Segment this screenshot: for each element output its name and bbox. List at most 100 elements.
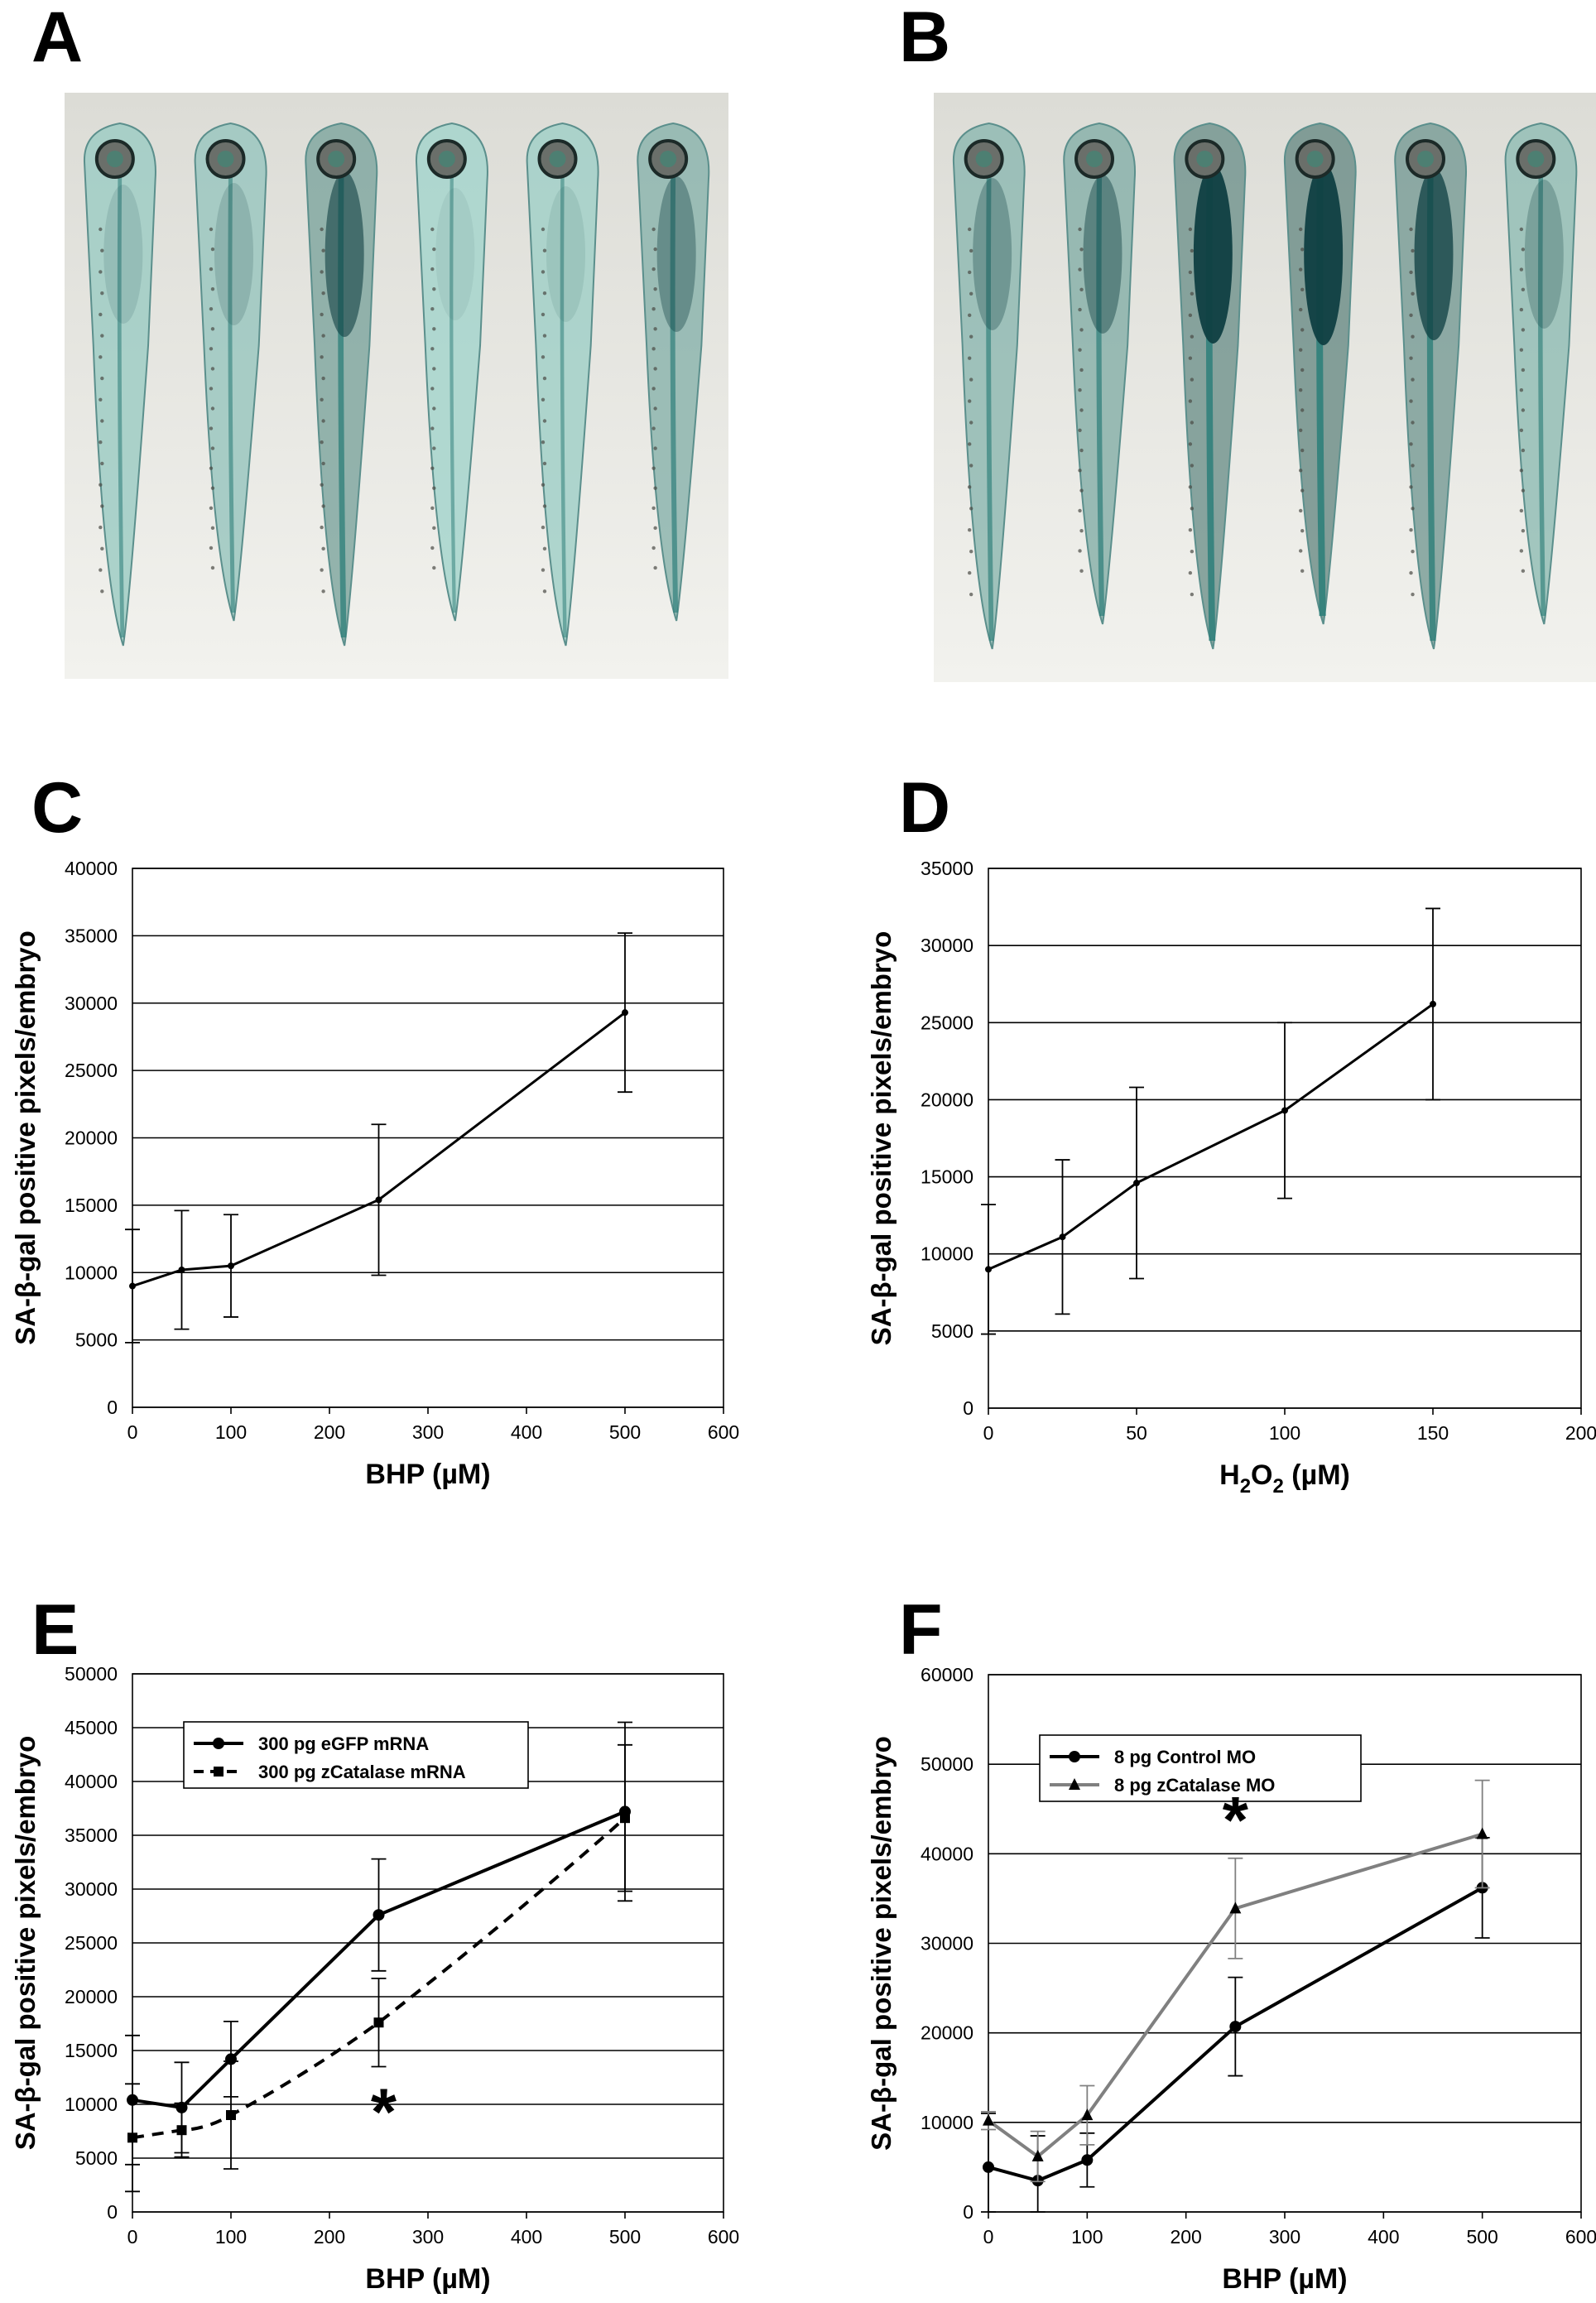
x-tick-label: 0 — [983, 1422, 994, 1444]
y-tick-label: 5000 — [931, 1320, 973, 1342]
y-tick-label: 50000 — [921, 1753, 973, 1775]
photo-background — [934, 93, 1596, 682]
x-tick-label: 300 — [412, 2226, 444, 2248]
data-point — [620, 1813, 630, 1824]
x-tick-label: 600 — [708, 2226, 739, 2248]
y-tick-label: 60000 — [921, 1664, 973, 1685]
y-tick-label: 35000 — [65, 1825, 118, 1846]
y-tick-label: 5000 — [75, 1329, 118, 1351]
x-tick-label: 100 — [1269, 1422, 1300, 1444]
data-point — [127, 2132, 137, 2143]
legend-box — [1039, 1734, 1362, 1802]
y-tick-label: 20000 — [921, 2022, 973, 2044]
y-tick-label: 20000 — [921, 1089, 973, 1110]
larva — [1504, 122, 1578, 625]
y-tick-label: 40000 — [65, 858, 118, 879]
data-point — [178, 1266, 185, 1273]
x-tick-label: 200 — [1170, 2226, 1201, 2248]
panel-label-b: B — [899, 0, 951, 77]
x-axis-label: H2O2 (µM) — [1219, 1459, 1350, 1498]
y-tick-label: 15000 — [921, 1166, 973, 1188]
series-2 — [125, 1743, 632, 2193]
x-tick-label: 0 — [127, 1421, 138, 1443]
x-tick-label: 400 — [1368, 2226, 1399, 2248]
y-tick-label: 35000 — [65, 925, 118, 946]
y-tick-label: 25000 — [921, 1012, 973, 1033]
chart-d: 0 5000 10000 15000 20000 25000 30000 35000 0 50 10… — [866, 858, 1596, 1498]
panel-label-a: A — [31, 0, 84, 77]
x-axis-label: BHP (µM) — [365, 1459, 490, 1490]
larvae-photo-b — [934, 93, 1596, 682]
larva — [305, 122, 378, 647]
legend-marker — [1069, 1778, 1080, 1790]
larva — [84, 122, 156, 647]
y-tick-label: 45000 — [65, 1717, 118, 1738]
x-tick-label: 100 — [215, 1421, 247, 1443]
data-point — [1133, 1180, 1140, 1187]
x-tick-label: 500 — [609, 2226, 641, 2248]
y-axis-label: SA-β-gal positive pixels/embryo — [10, 1736, 41, 2151]
legend: 8 pg Control MO 8 pg zCatalase MO — [1039, 1734, 1362, 1802]
data-point — [1229, 1902, 1242, 1914]
x-tick-label: 200 — [1565, 1422, 1596, 1444]
y-tick-label: 20000 — [65, 1127, 118, 1149]
larva — [1283, 122, 1357, 625]
y-tick-label: 30000 — [921, 935, 973, 956]
larvae-photo-a — [65, 93, 728, 679]
data-point — [1081, 2108, 1094, 2121]
y-tick-label: 35000 — [921, 858, 973, 879]
x-tick-label: 100 — [215, 2226, 247, 2248]
x-tick-label: 600 — [1565, 2226, 1596, 2248]
y-axis-label: SA-β-gal positive pixels/embryo — [10, 930, 41, 1345]
larva — [1394, 122, 1468, 650]
x-tick-label: 0 — [127, 2226, 138, 2248]
y-tick-label: 10000 — [65, 2094, 118, 2115]
data-point — [1059, 1233, 1066, 1241]
data-point — [226, 2110, 236, 2120]
y-tick-label: 25000 — [65, 1932, 118, 1954]
data-point — [129, 1282, 136, 1290]
x-axis-label: BHP (µM) — [365, 2263, 490, 2295]
data-point — [1476, 1827, 1488, 1839]
y-tick-label: 40000 — [65, 1771, 118, 1792]
legend-label: 8 pg zCatalase MO — [1114, 1775, 1275, 1796]
panel-label-c: C — [31, 768, 84, 848]
x-tick-label: 200 — [314, 2226, 345, 2248]
y-tick-label: 15000 — [65, 1195, 118, 1216]
series-1 — [981, 907, 1440, 1335]
data-point — [983, 2113, 994, 2126]
significance-asterisk: * — [1223, 1783, 1249, 1857]
x-tick-label: 150 — [1417, 1422, 1449, 1444]
data-point — [373, 1909, 385, 1921]
y-axis-label: SA-β-gal positive pixels/embryo — [866, 931, 897, 1346]
x-tick-label: 400 — [511, 2226, 542, 2248]
data-point — [1229, 2021, 1242, 2033]
series-line — [988, 1002, 1434, 1271]
x-tick-label: 400 — [511, 1421, 542, 1443]
data-point — [1430, 1000, 1436, 1007]
larva — [194, 122, 267, 622]
data-point — [228, 1262, 234, 1270]
data-point — [1281, 1107, 1288, 1114]
data-point — [1031, 2149, 1044, 2161]
y-tick-label: 20000 — [65, 1986, 118, 2007]
chart-e: 0500010000150002000025000300003500040000… — [10, 1663, 739, 2295]
data-point — [176, 2125, 187, 2136]
y-tick-label: 0 — [107, 1397, 118, 1418]
y-tick-label: 10000 — [921, 2112, 973, 2133]
panel-label-e: E — [31, 1590, 79, 1670]
x-tick-label: 500 — [609, 1421, 641, 1443]
data-point — [983, 2161, 994, 2173]
y-tick-label: 30000 — [921, 1933, 973, 1954]
x-tick-label: 300 — [412, 1421, 444, 1443]
x-axis-label: BHP (µM) — [1222, 2263, 1347, 2295]
legend-label: 300 pg eGFP mRNA — [258, 1733, 429, 1754]
significance-asterisk: * — [371, 2075, 397, 2149]
y-tick-label: 5000 — [75, 2147, 118, 2169]
larva — [1173, 122, 1247, 650]
legend: 300 pg eGFP mRNA 300 pg zCatalase mRNA — [183, 1721, 529, 1789]
chart-c: 0500010000150002000025000300003500040000… — [10, 858, 739, 1490]
legend-marker — [1069, 1751, 1080, 1762]
photo-background — [65, 93, 728, 679]
